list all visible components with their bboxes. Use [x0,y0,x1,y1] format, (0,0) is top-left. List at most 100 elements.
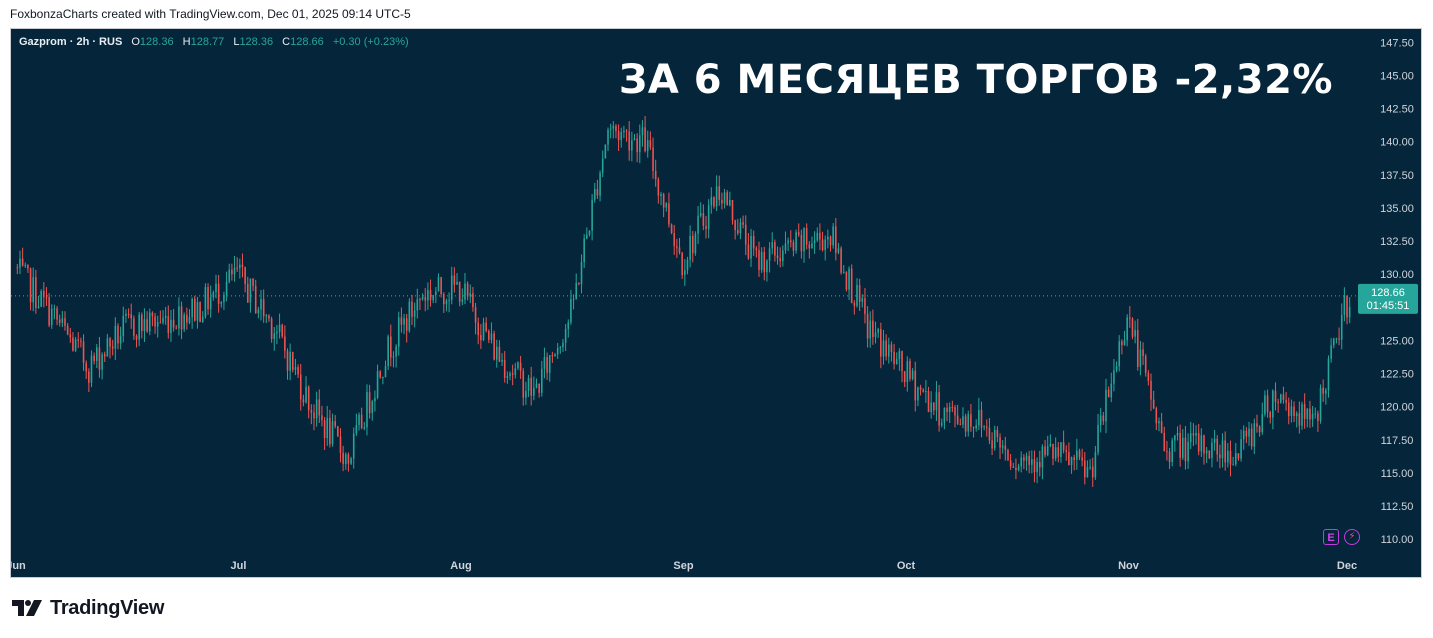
candle-body [77,339,80,341]
candle-body [917,387,919,401]
candle-body [601,158,604,173]
candle-body [707,205,710,230]
candle-body [1229,450,1232,465]
candle-body [411,301,413,317]
candle-body [1023,457,1025,461]
candle-body [540,368,543,393]
candle-body [458,281,461,302]
candle-body [207,287,209,310]
candle-body [750,235,752,259]
candle-body [1020,457,1023,467]
candle-body [858,285,861,302]
candle-body [1126,317,1128,341]
candle-body [241,264,244,268]
x-tick-label: Jul [231,560,247,572]
candle-body [321,415,323,421]
price-chart[interactable]: 147.50 145.00 142.50 140.00 137.50 135.00 132.… [11,29,1422,578]
candle-body [201,316,204,323]
candle-body [151,312,154,317]
candle-body [40,290,42,307]
candle-body [840,248,842,273]
candle-body [1163,432,1166,452]
candle-body [580,262,583,284]
candle-body [691,235,694,254]
candle-body [122,315,125,337]
candle-body [1184,437,1187,462]
candle-body [983,426,985,428]
candle-body [284,336,286,351]
tradingview-logo[interactable]: TradingView [12,596,164,620]
candle-body [1139,349,1142,367]
candle-body [662,194,665,208]
candle-body [744,224,747,245]
candle-body [315,399,318,419]
candle-body [766,260,768,273]
candle-body [482,322,485,341]
candle-body [488,331,490,340]
y-tick-label: 137.50 [1380,170,1414,182]
candle-body [930,402,932,413]
candle-body [48,297,50,326]
candle-body [1081,457,1083,461]
candle-body [167,316,170,333]
candle-body [244,267,246,284]
candle-body [1009,460,1012,467]
candle-body [278,324,281,332]
y-tick-label: 142.50 [1380,104,1414,116]
candle-body [562,342,564,348]
symbol-label[interactable]: Gazprom · 2h · RUS [19,36,123,48]
candle-body [721,199,723,204]
candle-body [1086,467,1089,478]
candle-body [376,371,379,398]
candle-body [1017,466,1020,471]
candle-body [355,424,358,434]
candle-body [493,333,495,360]
candle-body [903,371,906,383]
candle-body [739,222,742,234]
candle-body [469,293,472,297]
candle-body [713,197,715,207]
candle-body [872,320,874,338]
candle-body [379,371,382,378]
candle-body [1282,394,1285,401]
candle-body [448,299,450,301]
chart-panel[interactable]: 147.50 145.00 142.50 140.00 137.50 135.00 132.… [10,28,1422,578]
candle-body [337,426,339,437]
candle-body [1325,389,1327,394]
candle-body [387,336,389,367]
candle-body [360,414,363,429]
candle-body [1107,389,1110,398]
candle-body [262,299,265,317]
candle-body [842,271,845,273]
candle-body [498,346,501,362]
dividend-bolt-icon[interactable]: ⚡ [1344,529,1360,545]
candle-body [270,318,273,339]
candle-body [710,197,713,206]
candle-body [1221,440,1224,459]
candle-body [204,287,207,317]
candle-body [1044,446,1046,456]
candle-body [678,247,681,253]
candle-body [895,359,898,364]
candle-body [760,252,763,270]
candle-body [1099,415,1102,426]
candle-body [1211,442,1213,459]
candle-body [429,290,432,301]
candle-body [323,420,326,439]
candle-body [1287,402,1290,416]
candle-body [101,354,103,370]
candle-body [906,360,909,383]
x-tick-label: Oct [897,560,916,572]
open-value: 128.36 [139,36,174,48]
candle-body [901,351,903,372]
tradingview-wordmark: TradingView [50,596,165,619]
candle-body [186,314,188,323]
candle-body [694,233,697,254]
candle-body [811,243,813,249]
candle-body [559,347,562,349]
candle-body [649,140,652,148]
candle-body [1038,461,1041,468]
candle-body [273,333,276,339]
earnings-icon[interactable]: E [1323,529,1339,545]
y-tick-label: 110.00 [1381,534,1414,546]
